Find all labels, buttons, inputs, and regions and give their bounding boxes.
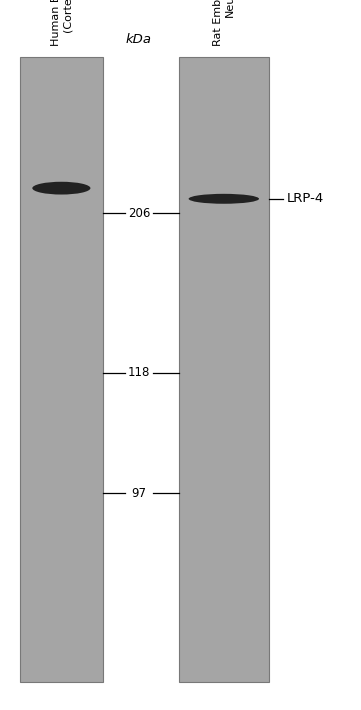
Text: LRP-4: LRP-4	[287, 192, 324, 205]
Text: Rat Embryonic Cortical
Neuron/Glial: Rat Embryonic Cortical Neuron/Glial	[213, 0, 235, 46]
Ellipse shape	[188, 194, 259, 204]
Bar	[179, 57, 269, 682]
Text: 97: 97	[131, 487, 147, 500]
Bar	[20, 57, 103, 682]
Text: 118: 118	[128, 366, 150, 379]
Text: 206: 206	[128, 207, 150, 219]
Text: Human Brain
(Cortex): Human Brain (Cortex)	[51, 0, 72, 46]
Ellipse shape	[32, 182, 90, 195]
Text: kDa: kDa	[126, 33, 152, 45]
